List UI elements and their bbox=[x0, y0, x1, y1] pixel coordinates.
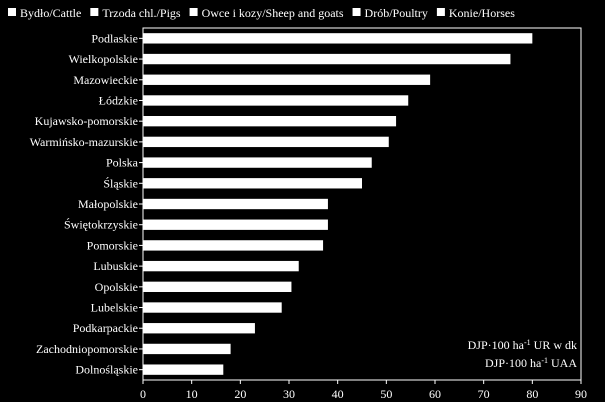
legend-swatch bbox=[436, 8, 445, 16]
category-label: Podlaskie bbox=[91, 31, 138, 45]
category-label: Lubuskie bbox=[93, 259, 138, 273]
y-axis-labels: Podlaskie Wielkopolskie Mazowieckie Łódzkie… bbox=[30, 31, 143, 377]
bar bbox=[143, 364, 224, 375]
legend-entry: Trzoda chl./Pigs bbox=[102, 6, 181, 20]
category-label: Mazowieckie bbox=[73, 73, 138, 87]
legend-entry: Konie/Horses bbox=[449, 6, 515, 20]
bar bbox=[143, 95, 409, 106]
category-label: Polska bbox=[106, 156, 139, 170]
category-label: Warmińsko-mazurskie bbox=[30, 135, 138, 149]
bar bbox=[143, 116, 397, 127]
legend-swatch bbox=[90, 8, 99, 16]
annotation-line-1: DJP·100 ha-1 UR w dk bbox=[468, 338, 577, 353]
x-tick-label: 40 bbox=[332, 387, 344, 401]
category-label: Śląskie bbox=[103, 176, 138, 190]
x-tick-label: 10 bbox=[186, 387, 198, 401]
bar bbox=[143, 198, 328, 210]
category-label: Podkarpackie bbox=[73, 321, 138, 335]
legend-swatch bbox=[352, 8, 361, 16]
bar bbox=[143, 323, 255, 334]
category-label: Świętokrzyskie bbox=[64, 218, 138, 232]
bars bbox=[143, 33, 533, 375]
category-label: Pomorskie bbox=[87, 238, 138, 252]
bar bbox=[143, 53, 511, 65]
bar bbox=[143, 157, 372, 168]
category-label: Łódzkie bbox=[99, 93, 138, 107]
bar bbox=[143, 178, 362, 189]
legend-entry: Bydło/Cattle bbox=[20, 6, 81, 20]
annotation-line-2-post: UAA bbox=[548, 356, 577, 370]
x-tick-label: 20 bbox=[234, 387, 246, 401]
bar bbox=[143, 260, 299, 272]
annotation-line-1-post: UR w dk bbox=[531, 338, 577, 352]
legend-swatch bbox=[8, 8, 16, 16]
bar bbox=[143, 33, 533, 44]
category-label: Zachodniopomorskie bbox=[36, 342, 138, 356]
bar bbox=[143, 136, 389, 148]
x-tick-label: 60 bbox=[429, 387, 441, 401]
x-tick-label: 0 bbox=[140, 387, 146, 401]
annotation-line-2-sup: -1 bbox=[541, 356, 548, 365]
x-tick-label: 30 bbox=[283, 387, 295, 401]
legend-entry: Drób/Poultry bbox=[365, 6, 428, 20]
annotation-line-1-sup: -1 bbox=[524, 338, 531, 347]
x-axis: 0 10 20 30 40 50 60 70 80 90 bbox=[140, 380, 587, 401]
x-tick-label: 70 bbox=[478, 387, 490, 401]
x-tick-label: 50 bbox=[380, 387, 392, 401]
category-label: Wielkopolskie bbox=[68, 52, 138, 66]
bar bbox=[143, 281, 292, 292]
bar bbox=[143, 219, 328, 230]
category-label: Opolskie bbox=[95, 280, 138, 294]
category-label: Lubelskie bbox=[91, 301, 138, 315]
x-tick-label: 90 bbox=[575, 387, 587, 401]
category-label: Małopolskie bbox=[78, 197, 138, 211]
category-label: Kujawsko-pomorskie bbox=[35, 114, 138, 128]
legend-entry: Owce i kozy/Sheep and goats bbox=[202, 6, 344, 20]
bar bbox=[143, 343, 231, 355]
bar bbox=[143, 74, 431, 85]
bar bbox=[143, 302, 282, 313]
annotation-line-2-pre: DJP·100 ha bbox=[485, 356, 542, 370]
category-label: Dolnośląskie bbox=[75, 363, 138, 377]
x-tick-label: 80 bbox=[526, 387, 538, 401]
annotation-line-2: DJP·100 ha-1 UAA bbox=[485, 356, 577, 371]
plot-area: Podlaskie Wielkopolskie Mazowieckie Łódzkie… bbox=[30, 27, 587, 401]
bar bbox=[143, 240, 324, 251]
legend-swatch bbox=[189, 8, 198, 16]
legend: Bydło/Cattle Trzoda chl./Pigs Owce i kozy/… bbox=[8, 6, 515, 20]
annotation-line-1-pre: DJP·100 ha bbox=[468, 338, 525, 352]
unit-annotation: DJP·100 ha-1 UR w dk DJP·100 ha-1 UAA bbox=[468, 338, 578, 371]
